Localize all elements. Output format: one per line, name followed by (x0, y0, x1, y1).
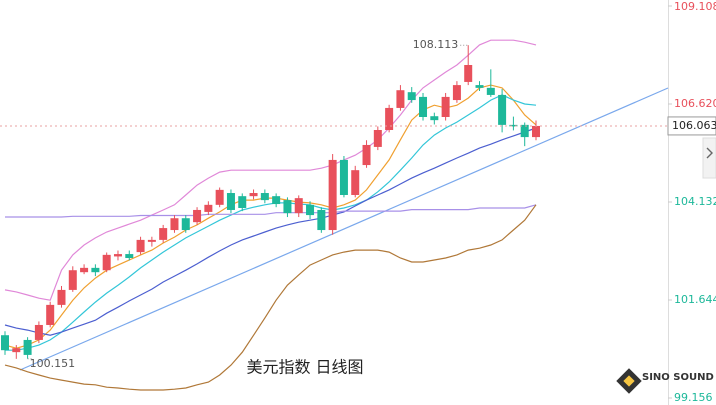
indicator-line (5, 204, 537, 218)
candle-body (260, 193, 269, 201)
candle-body (147, 239, 156, 242)
candle-body (362, 144, 371, 166)
y-tick-label: 101.644 (674, 293, 716, 306)
y-tick-label: 104.132 (674, 195, 716, 208)
candle-body (34, 324, 43, 340)
candle-body (249, 193, 258, 197)
candle-body (306, 204, 315, 216)
candle-body (181, 218, 190, 231)
candle-body (80, 267, 89, 273)
candle-body (125, 254, 134, 259)
candle-body (215, 189, 224, 205)
candle-body (294, 198, 303, 214)
candle-body (498, 94, 507, 125)
indicator-line (5, 94, 537, 351)
y-tick-label: 106.620 (674, 97, 716, 110)
candle-body (441, 96, 450, 117)
candle-body (136, 239, 145, 253)
candle-body (204, 204, 213, 212)
annotation: 108.113 (413, 38, 459, 51)
candle-body (351, 170, 360, 195)
candle-body (68, 270, 77, 290)
candle-body (475, 85, 484, 88)
candle-body (430, 116, 439, 121)
candle-body (12, 348, 21, 353)
candle-body (1, 335, 9, 351)
candle-body (328, 159, 337, 231)
candle-body (486, 87, 495, 95)
candle-body (91, 267, 100, 273)
candle-body (452, 85, 461, 101)
candle-body (385, 107, 394, 130)
expand-button[interactable] (702, 137, 716, 179)
candle-body (520, 124, 529, 138)
chart-title: 美元指数 日线图 (246, 358, 363, 377)
last-price-box (667, 116, 716, 136)
y-tick-label: 99.156 (674, 391, 713, 404)
labels: 106.063 108.113 100.151 (0, 38, 716, 370)
y-tick-label: 109.108 (674, 0, 716, 13)
brand-logo: SINO SOUND (616, 368, 714, 394)
candle-body (407, 92, 416, 101)
annotation: 100.151 (30, 357, 76, 370)
candle-body (532, 125, 540, 138)
indicator-line (4, 127, 537, 336)
trend-line (19, 87, 669, 371)
candle-body (193, 209, 202, 223)
candle-body (464, 65, 473, 82)
candle-body (113, 254, 122, 257)
candles (1, 45, 540, 359)
candle-body (170, 218, 179, 231)
candle-body (46, 304, 55, 325)
candle-body (373, 129, 382, 147)
candle-body (396, 90, 405, 108)
candle-body (23, 339, 32, 355)
candle-body (509, 124, 518, 127)
last-price-label: 106.063 (672, 119, 716, 132)
brand: SINO SOUND (642, 372, 714, 383)
candle-body (238, 196, 247, 208)
candle-body (102, 254, 111, 271)
candle-body (272, 196, 281, 205)
indicator-line (4, 204, 537, 391)
candle-body (226, 193, 235, 210)
candle-body (419, 96, 428, 117)
indicator-line (4, 39, 537, 301)
candle-body (317, 209, 326, 231)
candle-body (339, 159, 348, 195)
candle-body (159, 228, 168, 240)
candle-body (283, 200, 292, 214)
candle-body (57, 289, 66, 305)
